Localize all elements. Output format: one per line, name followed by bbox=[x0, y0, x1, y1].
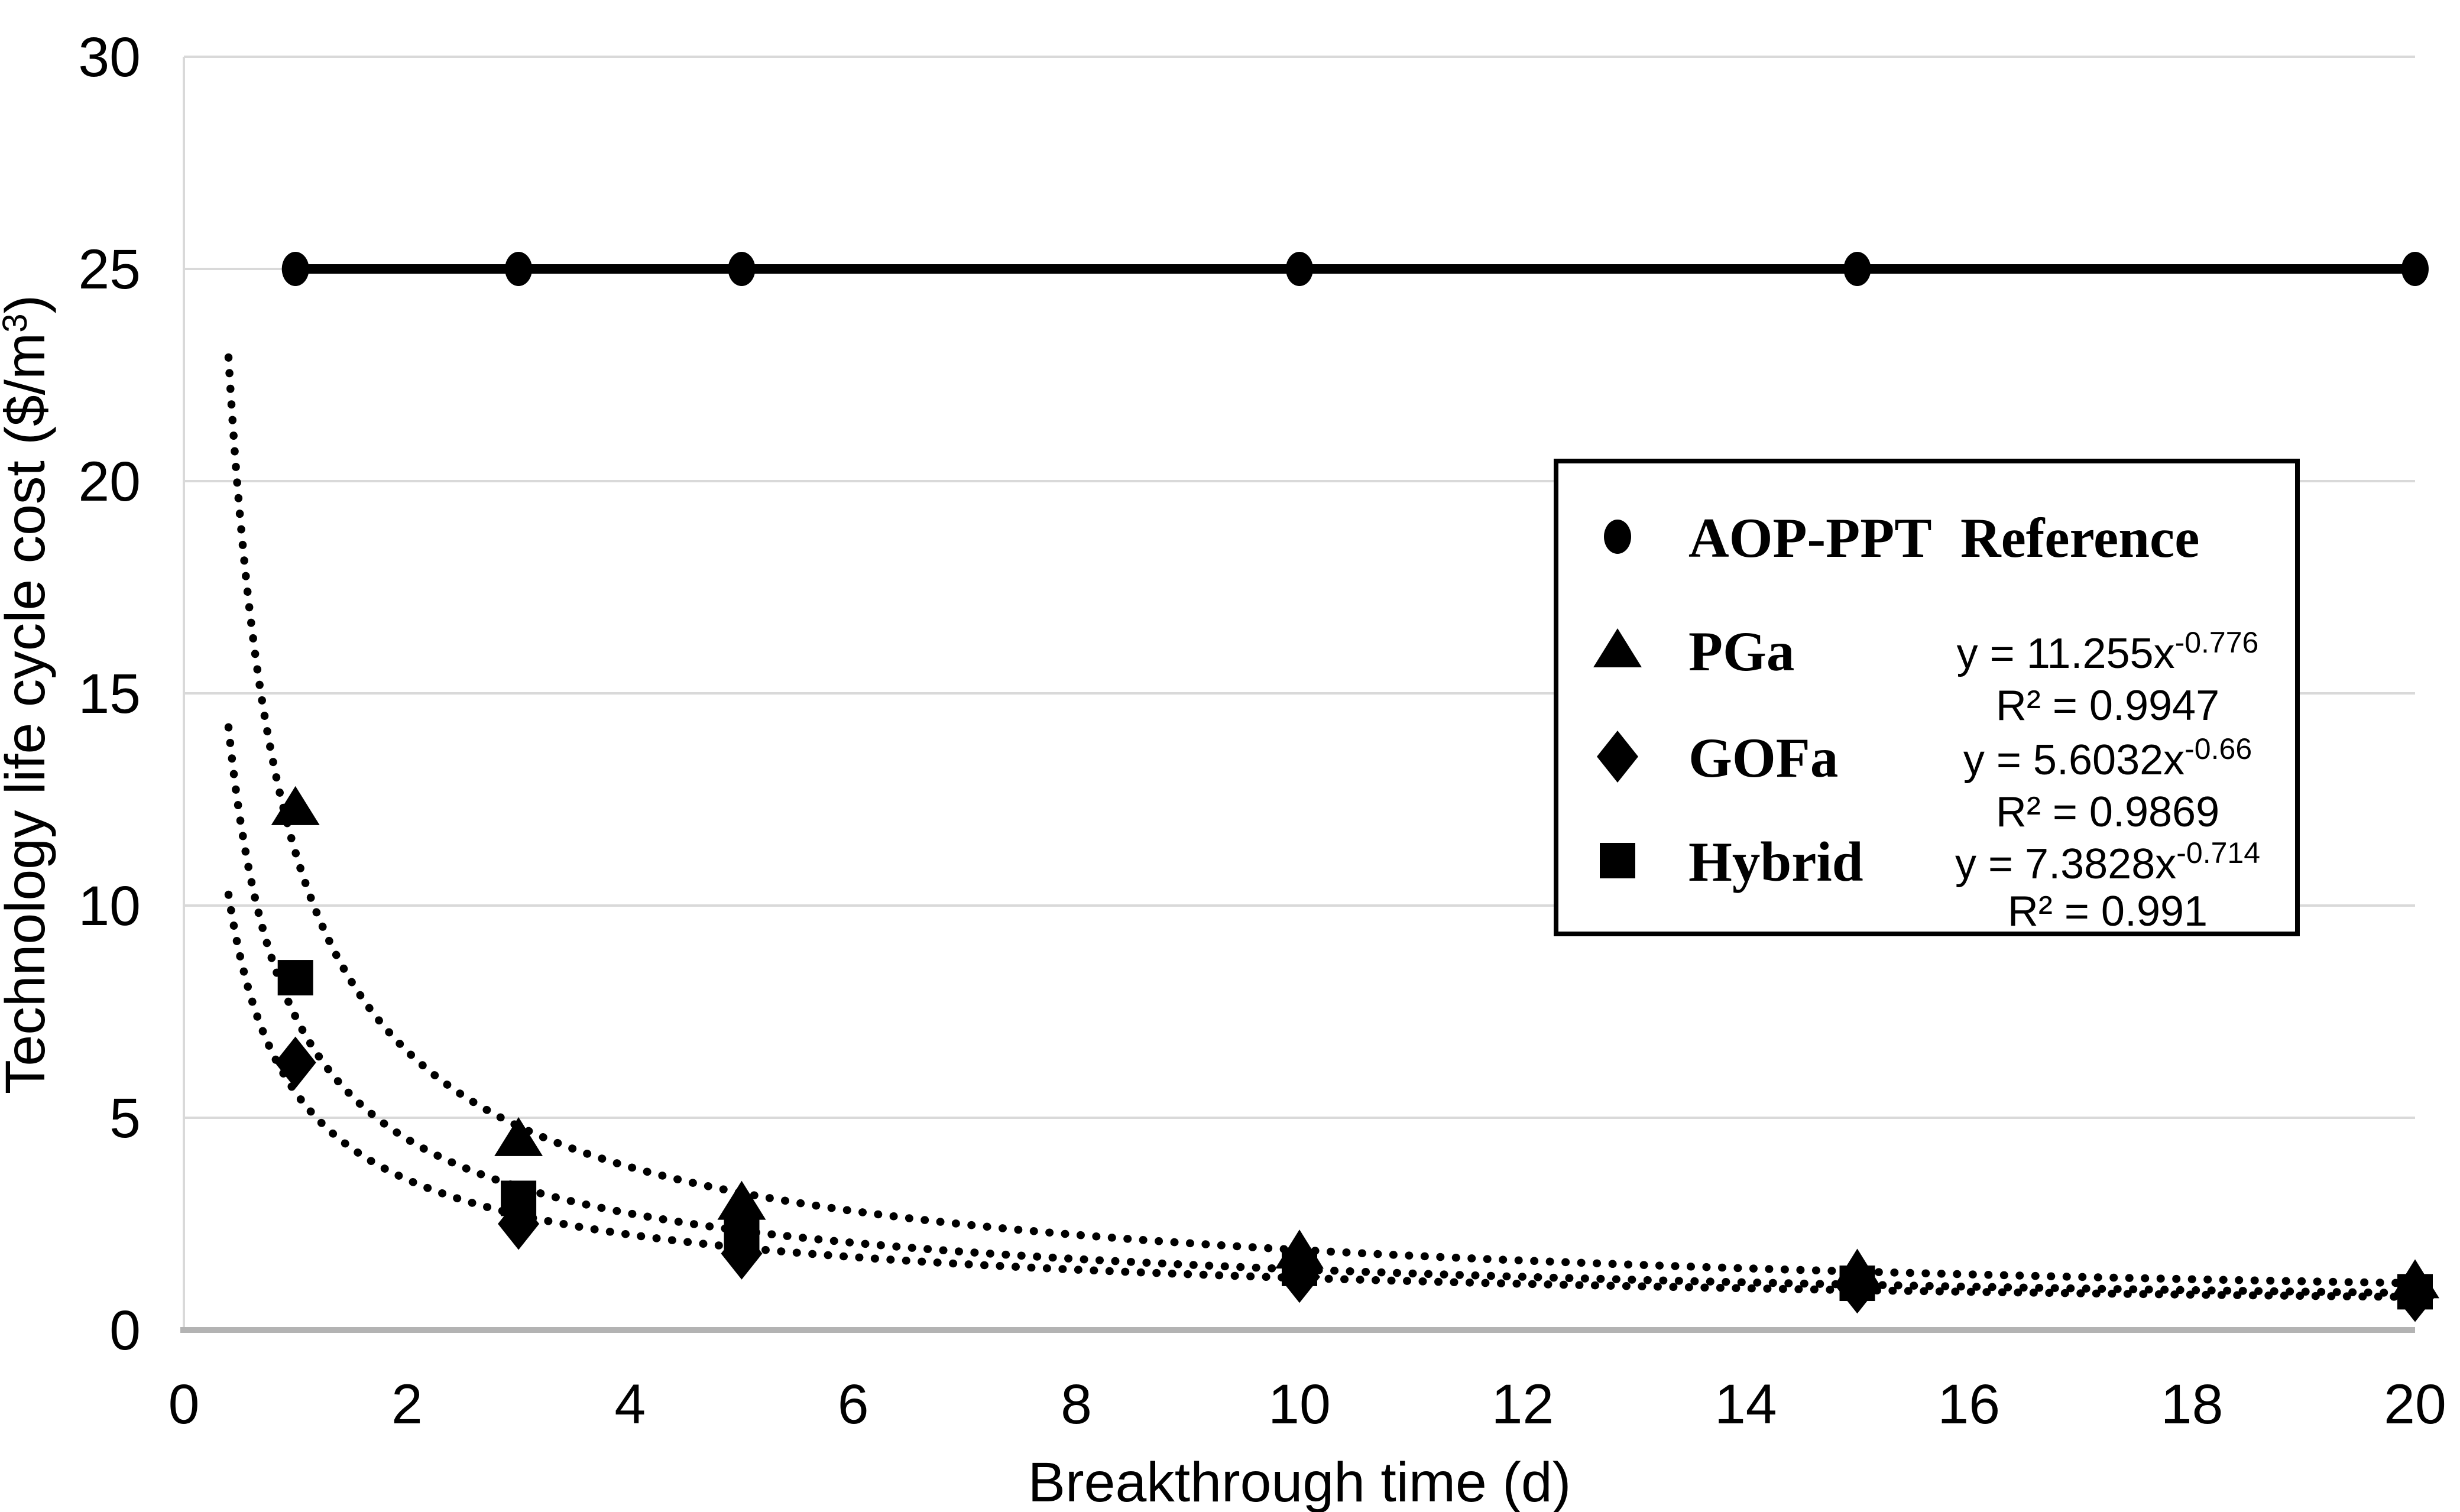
x-tick-label-10: 10 bbox=[1268, 1373, 1331, 1436]
x-axis-title: Breakthrough time (d) bbox=[1028, 1451, 1571, 1512]
legend-equation-GOFa: y = 5.6032x-0.66 bbox=[1963, 732, 2252, 784]
legend-marker-square bbox=[1600, 843, 1635, 878]
legend-name-GOFa: GOFa bbox=[1688, 726, 1838, 789]
legend-box bbox=[1554, 459, 2300, 936]
legend-name-Hybrid: Hybrid bbox=[1688, 830, 1863, 893]
marker-Hybrid-x5 bbox=[724, 1219, 760, 1255]
marker-Hybrid-x3 bbox=[501, 1180, 537, 1216]
trendline-GOFa bbox=[224, 890, 2419, 1302]
marker-AOP-PPT-x20 bbox=[2401, 252, 2429, 286]
x-tick-label-0: 0 bbox=[168, 1373, 200, 1436]
marker-AOP-PPT-x5 bbox=[728, 252, 756, 286]
marker-Hybrid-x1 bbox=[277, 960, 313, 996]
x-tick-label-14: 14 bbox=[1714, 1373, 1777, 1436]
marker-AOP-PPT-x1 bbox=[281, 252, 309, 286]
marker-PGa-x5 bbox=[717, 1180, 766, 1220]
series-markers-Hybrid bbox=[277, 960, 2433, 1310]
x-tick-label-16: 16 bbox=[1937, 1373, 2000, 1436]
marker-Hybrid-x20 bbox=[2397, 1274, 2433, 1310]
marker-GOFa-x1 bbox=[274, 1036, 316, 1089]
y-tick-label-5: 5 bbox=[109, 1087, 141, 1150]
legend-equation-Hybrid: y = 7.3828x-0.714 bbox=[1955, 836, 2260, 888]
legend: AOP-PPT Reference PGa y = 11.255x-0.776 R² =… bbox=[1554, 459, 2300, 936]
legend-r2-GOFa: R² = 0.9869 bbox=[1996, 789, 2219, 836]
y-tick-label-20: 20 bbox=[78, 450, 141, 513]
y-tick-label-15: 15 bbox=[78, 663, 141, 725]
y-axis-title: Technology life cycle cost ($/m3) bbox=[0, 295, 57, 1094]
legend-marker-triangle bbox=[1593, 628, 1642, 667]
legend-r2-PGa: R² = 0.9947 bbox=[1996, 682, 2219, 729]
marker-AOP-PPT-x10 bbox=[1286, 252, 1313, 286]
trendline-Hybrid bbox=[224, 723, 2419, 1297]
y-tick-label-30: 30 bbox=[78, 26, 141, 89]
x-tick-label-12: 12 bbox=[1492, 1373, 1554, 1436]
legend-marker-circle bbox=[1604, 520, 1631, 554]
marker-Hybrid-x10 bbox=[1282, 1250, 1317, 1286]
marker-AOP-PPT-x3 bbox=[505, 252, 533, 286]
marker-PGa-x3 bbox=[494, 1117, 543, 1156]
marker-PGa-x1 bbox=[271, 786, 320, 825]
series-markers-AOP-PPT bbox=[281, 252, 2429, 286]
trendline-PGa bbox=[224, 353, 2419, 1287]
legend-note-AOP-PPT: Reference bbox=[1960, 507, 2199, 569]
y-tick-label-10: 10 bbox=[78, 875, 141, 937]
x-tick-label-4: 4 bbox=[614, 1373, 646, 1436]
legend-r2-Hybrid: R² = 0.991 bbox=[2008, 888, 2208, 935]
x-tick-label-18: 18 bbox=[2161, 1373, 2224, 1436]
y-tick-label-0: 0 bbox=[109, 1299, 141, 1362]
legend-marker-diamond bbox=[1597, 731, 1638, 783]
marker-AOP-PPT-x15 bbox=[1843, 252, 1871, 286]
x-tick-label-6: 6 bbox=[838, 1373, 869, 1436]
legend-name-PGa: PGa bbox=[1688, 620, 1794, 683]
legend-equation-PGa: y = 11.255x-0.776 bbox=[1957, 626, 2259, 677]
y-tick-label-25: 25 bbox=[78, 238, 141, 301]
x-tick-label-20: 20 bbox=[2384, 1373, 2446, 1436]
marker-Hybrid-x15 bbox=[1839, 1266, 1875, 1302]
x-tick-label-2: 2 bbox=[391, 1373, 423, 1436]
legend-name-AOP-PPT: AOP-PPT bbox=[1688, 507, 1932, 569]
x-tick-label-8: 8 bbox=[1061, 1373, 1092, 1436]
